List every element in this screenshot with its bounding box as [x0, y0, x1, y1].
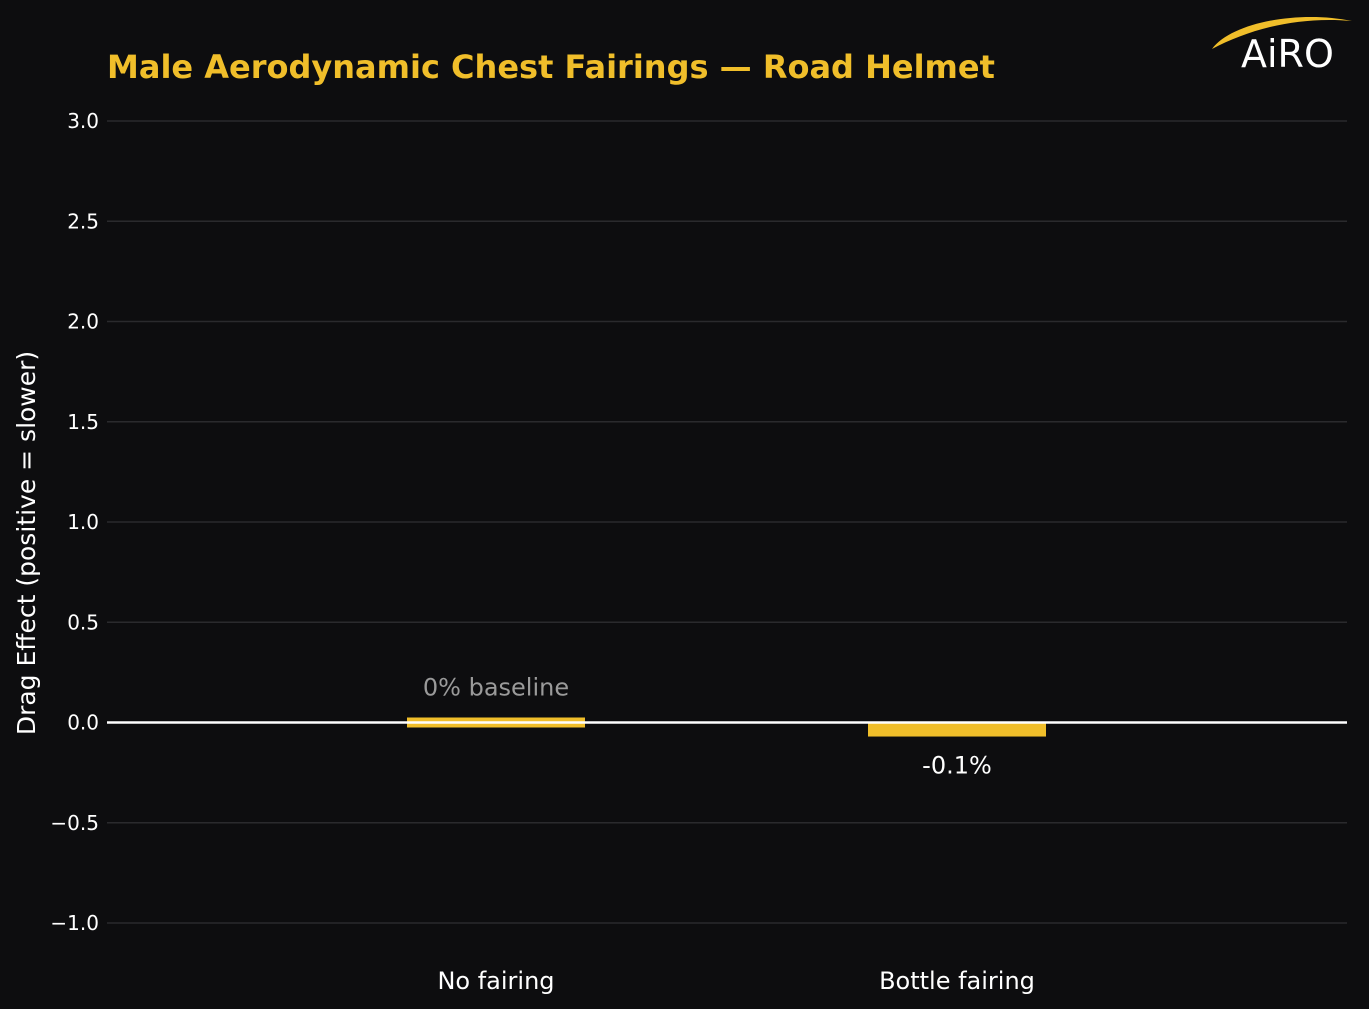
logo-swoosh-icon — [1212, 16, 1352, 49]
y-tick-label: 1.0 — [67, 510, 99, 534]
y-tick-labels: 3.0 2.5 2.0 1.5 1.0 0.5 0.0 −0.5 −1.0 — [50, 109, 99, 935]
y-tick-label: −0.5 — [50, 811, 99, 835]
data-labels: 0% baseline -0.1% — [423, 674, 992, 780]
category-label: No fairing — [437, 967, 554, 995]
chart-title: Male Aerodynamic Chest Fairings — Road H… — [107, 48, 995, 86]
y-tick-label: −1.0 — [50, 911, 99, 935]
data-label: -0.1% — [922, 752, 992, 780]
y-tick-label: 2.0 — [67, 310, 99, 334]
y-tick-label: 2.5 — [67, 209, 99, 233]
y-axis-label: Drag Effect (positive = slower) — [12, 351, 41, 735]
grid-lines — [107, 120, 1347, 924]
y-tick-label: 0.0 — [67, 711, 99, 735]
airo-logo: AiRO — [1212, 16, 1352, 76]
category-label: Bottle fairing — [879, 967, 1035, 995]
category-labels: No fairing Bottle fairing — [437, 967, 1034, 995]
y-tick-label: 0.5 — [67, 610, 99, 634]
y-tick-label: 3.0 — [67, 109, 99, 133]
data-label: 0% baseline — [423, 674, 569, 702]
bars — [407, 717, 1046, 737]
logo-text: AiRO — [1241, 32, 1334, 76]
y-tick-label: 1.5 — [67, 410, 99, 434]
bar-bottle-fairing — [868, 722, 1046, 737]
